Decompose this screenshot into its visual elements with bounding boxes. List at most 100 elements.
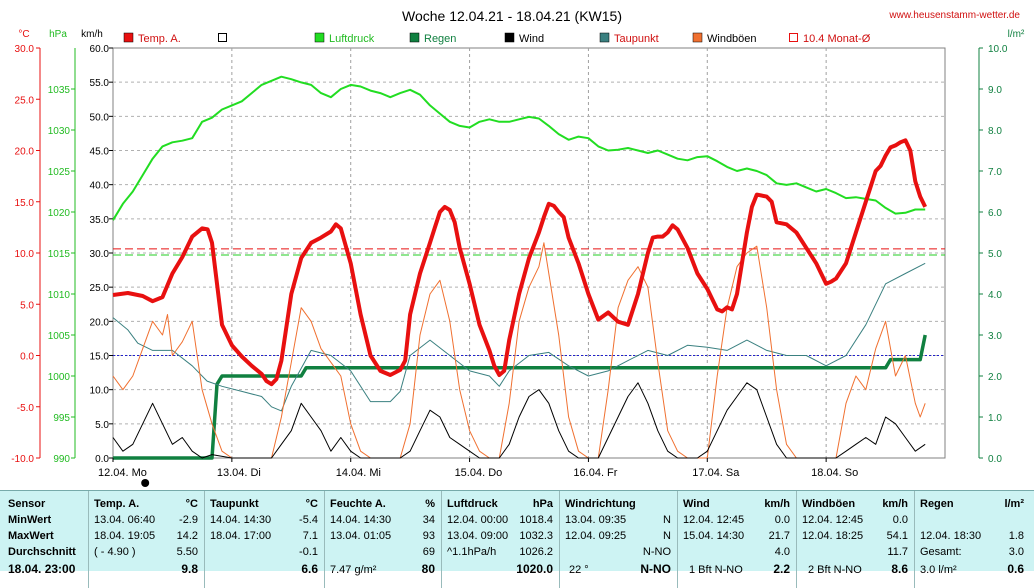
rain-tick-label: 6.0 — [988, 208, 1002, 219]
wind-tick-label: 5.0 — [95, 420, 109, 431]
humidity-header: Feuchte A. — [330, 498, 386, 510]
wind-tick-label: 60.0 — [90, 44, 110, 55]
legend-label: Windböen — [707, 33, 757, 45]
chart-axes: 30.0 25.0 20.0 15.0 10.0 5.0 0.0 -5.0 -10.0 1035 1… — [11, 44, 1008, 465]
current-values-row — [0, 571, 1034, 588]
humidity-unit: % — [425, 498, 435, 510]
temp-tick-label: -10.0 — [11, 454, 34, 465]
stats-col-pressure: Luftdruck hPa 12.04. 00:00 1018.4 13.04.… — [441, 491, 559, 588]
temp-current: 9.8 — [181, 562, 198, 576]
day-label: 16.04. Fr — [573, 467, 617, 479]
temp-avg-value: 5.50 — [176, 546, 198, 558]
rain-total-label: Gesamt: — [920, 546, 962, 558]
chart-series — [112, 75, 927, 460]
pressure-tick-label: 1020 — [48, 208, 71, 219]
stats-col-sensor: Sensor MinWert MaxWert Durchschnitt 18.0… — [0, 491, 88, 588]
pressure-tick-label: 1005 — [48, 331, 71, 342]
stats-col-wind: Wind km/h 12.04. 12:45 0.0 15.04. 14:30 … — [677, 491, 796, 588]
pressure-tick-label: 1000 — [48, 372, 71, 383]
winddir-min-value: N — [663, 514, 671, 526]
gusts-unit: km/h — [882, 498, 908, 510]
rain-total-value: 3.0 — [1008, 546, 1024, 558]
legend-swatch — [218, 33, 227, 42]
wind-min-time: 12.04. 12:45 — [683, 514, 745, 526]
stats-col-dewpoint: Taupunkt °C 14.04. 14:30 -5.4 18.04. 17:… — [204, 491, 324, 588]
temp-header: Temp. A. — [94, 498, 140, 510]
pressure-tick-label: 1030 — [48, 126, 71, 137]
dewpoint-max-time: 18.04. 17:00 — [210, 530, 272, 542]
temp-avg-extra: ( - 4.90 ) — [94, 546, 136, 558]
dewpoint-min-time: 14.04. 14:30 — [210, 514, 272, 526]
rain-unit-label: l/m² — [1008, 29, 1025, 40]
wind-tick-label: 45.0 — [90, 147, 110, 158]
dewpoint-unit: °C — [305, 498, 318, 510]
gusts-header: Windböen — [802, 498, 856, 510]
dewpoint-current: 6.6 — [301, 562, 318, 576]
stats-col-gusts: Windböen km/h 12.04. 12:45 0.0 12.04. 18… — [796, 491, 914, 588]
stats-col-rain: Regen l/m² 12.04. 18:30 1.8 Gesamt: 3.0 … — [914, 491, 1034, 588]
pressure-current: 1020.0 — [516, 562, 553, 576]
humidity-current-extra: 7.47 g/m² — [330, 564, 377, 576]
winddir-current: N-NO — [640, 562, 671, 576]
winddir-header: Windrichtung — [565, 498, 636, 510]
temp-tick-label: 25.0 — [15, 95, 35, 106]
temp-max-time: 18.04. 19:05 — [94, 530, 156, 542]
gusts-min-value: 0.0 — [892, 514, 908, 526]
wind-min-value: 0.0 — [774, 514, 790, 526]
gusts-min-time: 12.04. 12:45 — [802, 514, 864, 526]
rain-tick-label: 7.0 — [988, 167, 1002, 178]
temp-tick-label: 5.0 — [20, 300, 34, 311]
day-label: 17.04. Sa — [692, 467, 740, 479]
gusts-max-time: 12.04. 18:25 — [802, 530, 864, 542]
rain-tick-label: 5.0 — [988, 249, 1002, 260]
pressure-unit: hPa — [532, 498, 553, 510]
legend-label: Temp. A. — [138, 33, 181, 45]
stats-panel: Sensor MinWert MaxWert Durchschnitt 18.0… — [0, 490, 1034, 588]
wind-tick-label: 15.0 — [90, 352, 110, 363]
stats-col-temp: Temp. A. °C 13.04. 06:40 -2.9 18.04. 19:… — [88, 491, 204, 588]
rain-tick-label: 1.0 — [988, 413, 1002, 424]
winddir-max-time: 12.04. 09:25 — [565, 530, 627, 542]
chart-legend: Temp. A. Luftdruck Regen Wind Taupunkt Windbö… — [123, 32, 871, 45]
dewpoint-avg-value: -0.1 — [299, 546, 318, 558]
pressure-unit-label: hPa — [49, 29, 67, 40]
sensor-header: Sensor — [8, 498, 46, 510]
wind-header: Wind — [683, 498, 710, 510]
humidity-min-time: 14.04. 14:30 — [330, 514, 392, 526]
winddir-avg-value: N-NO — [642, 546, 671, 558]
legend-label: Wind — [519, 33, 544, 45]
rain-tick-label: 8.0 — [988, 126, 1002, 137]
pressure-tick-label: 990 — [53, 454, 70, 465]
weather-chart: Woche 12.04.21 - 18.04.21 (KW15) www.heu… — [11, 8, 1025, 487]
legend-swatch — [789, 33, 798, 42]
temp-tick-label: 10.0 — [15, 249, 35, 260]
wind-tick-label: 50.0 — [90, 112, 110, 123]
gusts-max-value: 54.1 — [886, 530, 908, 542]
row-label-avg: Durchschnitt — [8, 546, 76, 558]
row-label-max: MaxWert — [8, 530, 54, 542]
rain-header: Regen — [920, 498, 954, 510]
wind-max-value: 21.7 — [768, 530, 790, 542]
wind-tick-label: 0.0 — [95, 454, 109, 465]
legend-swatch — [504, 32, 515, 43]
dewpoint-max-value: 7.1 — [302, 530, 318, 542]
legend-label: 10.4 Monat-Ø — [803, 33, 871, 45]
wind-tick-label: 40.0 — [90, 181, 110, 192]
pressure-max-time: 13.04. 09:00 — [447, 530, 509, 542]
x-axis-labels: 12.04. Mo 13.04. Di 14.04. Mi 15.04. Do 16.0… — [98, 458, 858, 487]
humidity-min-value: 34 — [422, 514, 435, 526]
day-label: 15.04. Do — [455, 467, 503, 479]
temp-unit: °C — [185, 498, 198, 510]
humidity-max-value: 93 — [422, 530, 435, 542]
wind-max-time: 15.04. 14:30 — [683, 530, 745, 542]
row-label-min: MinWert — [8, 514, 52, 526]
temp-max-value: 14.2 — [176, 530, 198, 542]
website-label[interactable]: www.heusenstamm-wetter.de — [888, 10, 1020, 21]
day-label: 12.04. Mo — [98, 467, 147, 479]
temp-tick-label: 30.0 — [15, 44, 35, 55]
dewpoint-min-value: -5.4 — [299, 514, 318, 526]
rain-max-time: 12.04. 18:30 — [920, 530, 982, 542]
legend-swatch — [692, 32, 703, 43]
rain-tick-label: 2.0 — [988, 372, 1002, 383]
legend-label: Luftdruck — [329, 33, 375, 45]
